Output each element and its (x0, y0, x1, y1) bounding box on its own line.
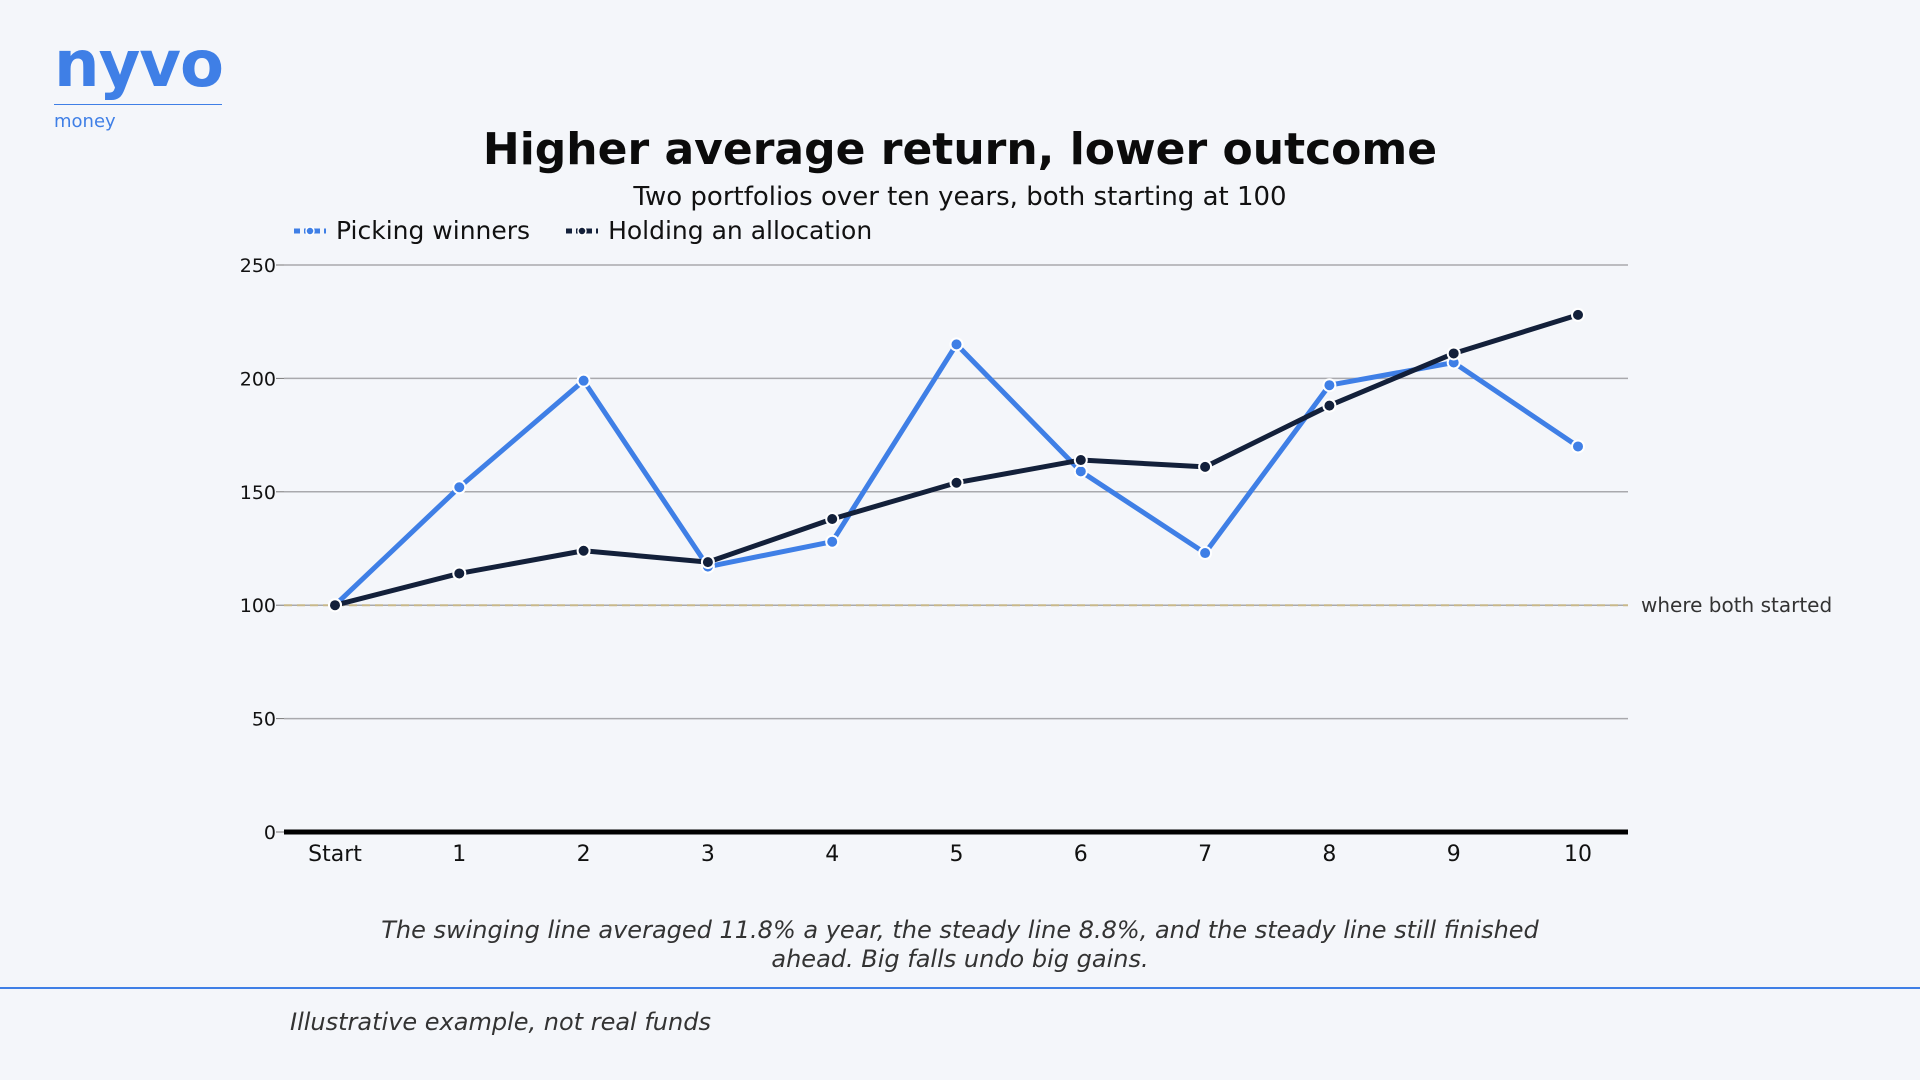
brand-name: nyvo (54, 28, 224, 102)
data-point-holding-allocation-8 (1322, 398, 1337, 413)
footer-divider (0, 987, 1920, 989)
x-tick-label-start: Start (308, 842, 362, 867)
data-point-holding-allocation-5 (949, 475, 964, 490)
y-tick-label-100: 100 (240, 595, 276, 617)
legend-swatch-picking-winners (294, 225, 326, 236)
x-tick-label-3: 3 (701, 842, 715, 867)
data-point-picking-winners-10 (1571, 439, 1585, 454)
legend-label-holding-allocation: Holding an allocation (608, 216, 873, 245)
chart-subtitle: Two portfolios over ten years, both star… (633, 182, 1287, 212)
legend-item-holding-allocation: Holding an allocation (566, 216, 872, 245)
legend-item-picking-winners: Picking winners (294, 216, 530, 245)
x-tick-label-1: 1 (452, 842, 466, 867)
data-point-picking-winners-4 (825, 534, 840, 549)
x-tick-label-8: 8 (1322, 842, 1336, 867)
x-tick-label-2: 2 (577, 842, 591, 867)
data-point-picking-winners-2 (576, 373, 591, 388)
x-tick-label-6: 6 (1074, 842, 1088, 867)
y-tick-label-50: 50 (252, 709, 276, 731)
footnote: Illustrative example, not real funds (290, 1008, 711, 1036)
data-point-holding-allocation-9 (1446, 346, 1461, 361)
data-point-holding-allocation-3 (700, 555, 715, 570)
data-point-holding-allocation-0 (328, 598, 342, 613)
y-tick-label-200: 200 (240, 368, 276, 390)
x-tick-label-4: 4 (825, 842, 839, 867)
x-tick-label-10: 10 (1564, 842, 1592, 867)
y-tick-label-150: 150 (240, 482, 276, 504)
legend-swatch-holding-allocation (566, 225, 599, 236)
x-tick-label-7: 7 (1198, 842, 1212, 867)
reference-line-label: where both started (1641, 593, 1832, 617)
data-point-holding-allocation-10 (1571, 307, 1585, 322)
chart-legend: Picking winners Holding an allocation (294, 216, 872, 245)
data-point-holding-allocation-7 (1198, 459, 1213, 474)
y-tick-label-0: 0 (264, 822, 276, 844)
brand-logo: nyvo money (54, 30, 224, 132)
data-point-holding-allocation-6 (1073, 453, 1088, 468)
chart-title: Higher average return, lower outcome (482, 124, 1438, 175)
x-tick-label-5: 5 (950, 842, 964, 867)
brand-tagline: money (54, 111, 116, 132)
data-point-picking-winners-1 (452, 480, 467, 495)
logo-divider (54, 104, 222, 105)
chart-takeaway: The swinging line averaged 11.8% a year,… (381, 916, 1539, 973)
series-line-holding-allocation (332, 312, 1581, 608)
data-point-holding-allocation-1 (452, 566, 467, 581)
series-line-picking-winners (332, 341, 1581, 608)
data-point-picking-winners-8 (1322, 378, 1337, 393)
line-chart: 0 50 100 150 200 250 where both started Start 1 2… (240, 255, 1832, 867)
data-point-holding-allocation-2 (576, 543, 591, 558)
data-point-holding-allocation-4 (825, 512, 840, 527)
y-tick-label-250: 250 (240, 255, 276, 277)
x-tick-label-9: 9 (1447, 842, 1461, 867)
data-point-picking-winners-5 (949, 337, 964, 352)
legend-label-picking-winners: Picking winners (336, 216, 531, 245)
data-point-picking-winners-7 (1198, 546, 1213, 561)
data-point-picking-winners-6 (1073, 464, 1088, 479)
